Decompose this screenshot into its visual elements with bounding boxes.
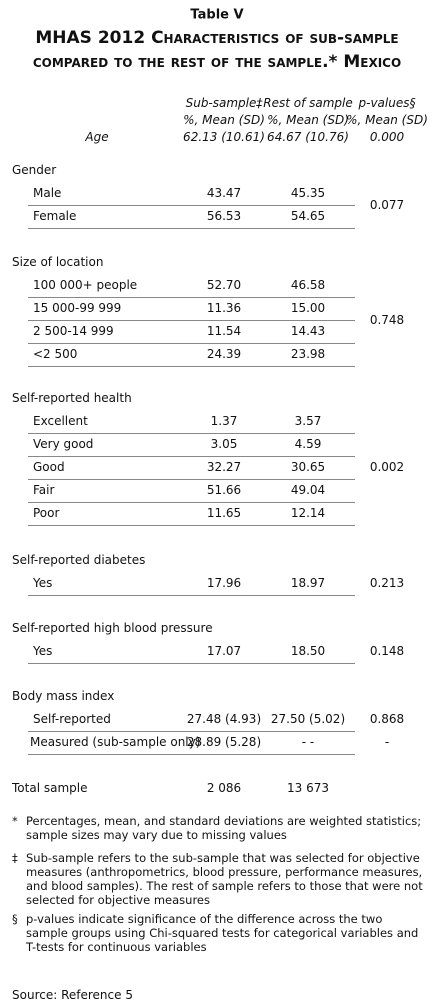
cell-value: 14.43 [290, 324, 326, 338]
cell-value: - - [301, 735, 315, 749]
cell-value: 18.50 [290, 644, 326, 658]
total-value: 13 673 [287, 781, 329, 795]
p-value: 0.002 [369, 460, 405, 474]
cell-value: 17.96 [206, 576, 242, 590]
row-label: Very good [33, 437, 94, 451]
row-label: Male [33, 186, 62, 200]
cell-value: 3.57 [294, 414, 322, 428]
p-value: 0.868 [369, 712, 405, 726]
p-value: - [384, 735, 390, 749]
row-label: Female [33, 209, 77, 223]
footnote-mark: * [12, 814, 18, 828]
row-rule [28, 753, 355, 755]
row-rule [28, 342, 355, 344]
cell-value: 23.98 [290, 347, 326, 361]
p-value: 0.213 [369, 576, 405, 590]
cell-value: 12.14 [290, 506, 326, 520]
cell-value: 30.65 [290, 460, 326, 474]
column-unit: %, Mean (SD) [267, 113, 349, 127]
section-title: Self-reported health [12, 391, 132, 405]
cell-value: 18.97 [290, 576, 326, 590]
column-header: Sub-sample‡ [185, 96, 263, 110]
cell-value: 27.50 (5.02) [270, 712, 346, 726]
row-rule [28, 594, 355, 596]
source-note: Source: Reference 5 [12, 988, 133, 1002]
total-value: 2 086 [206, 781, 242, 795]
section-title: Self-reported high blood pressure [12, 621, 213, 635]
cell-value: 4.59 [294, 437, 322, 451]
cell-value: 52.70 [206, 278, 242, 292]
p-value: 0.077 [369, 197, 405, 212]
row-label: Yes [33, 576, 53, 590]
cell-value: 11.36 [206, 301, 242, 315]
cell-value: 56.53 [206, 209, 242, 223]
row-label: Yes [33, 644, 53, 658]
table-title: compared to the rest of the sample.* Mex… [32, 52, 402, 72]
cell-value: 15.00 [290, 301, 326, 315]
row-rule [28, 204, 355, 206]
cell-value: 62.13 (10.61) [183, 130, 265, 144]
cell-value: 45.35 [290, 186, 326, 200]
cell-value: 64.67 (10.76) [267, 130, 349, 144]
cell-value: 17.07 [206, 644, 242, 658]
table-label: Table V [190, 7, 244, 23]
row-rule [28, 455, 355, 457]
row-rule [28, 524, 355, 526]
column-unit: %, Mean (SD) [346, 113, 428, 127]
cell-value: 0.000 [369, 130, 405, 144]
cell-value: 43.47 [206, 186, 242, 200]
row-rule [28, 432, 355, 434]
row-rule [28, 730, 355, 732]
row-rule [28, 662, 355, 664]
row-rule [28, 365, 355, 367]
footnote-mark: § [12, 912, 18, 926]
row-label: <2 500 [33, 347, 78, 361]
p-value: 0.748 [369, 312, 405, 327]
row-rule [28, 296, 355, 298]
row-rule [28, 227, 355, 229]
footnote-text: p-values indicate significance of the di… [26, 912, 419, 954]
column-unit: %, Mean (SD) [183, 113, 265, 127]
section-title: Body mass index [12, 689, 115, 703]
cell-value: 24.39 [206, 347, 242, 361]
p-value: 0.148 [369, 644, 405, 658]
row-label: 15 000-99 999 [33, 301, 122, 315]
row-label: Age [85, 130, 109, 144]
footnote-mark: ‡ [12, 851, 18, 865]
total-label: Total sample [12, 781, 88, 795]
row-rule [28, 319, 355, 321]
cell-value: 32.27 [206, 460, 242, 474]
cell-value: 49.04 [290, 483, 326, 497]
cell-value: 3.05 [210, 437, 238, 451]
row-rule [28, 501, 355, 503]
footnote-text: Percentages, mean, and standard deviatio… [26, 814, 422, 842]
section-title: Size of location [12, 255, 104, 269]
footnote-text: Sub-sample refers to the sub-sample that… [26, 851, 423, 907]
cell-value: 1.37 [210, 414, 238, 428]
row-label: 2 500-14 999 [33, 324, 114, 338]
table-title: MHAS 2012 Characteristics of sub-sample [35, 28, 399, 48]
cell-value: 28.89 (5.28) [186, 735, 262, 749]
cell-value: 51.66 [206, 483, 242, 497]
row-label: Poor [33, 506, 60, 520]
cell-value: 54.65 [290, 209, 326, 223]
cell-value: 27.48 (4.93) [186, 712, 262, 726]
row-label: Measured (sub-sample only) [30, 735, 201, 749]
cell-value: 11.54 [206, 324, 242, 338]
row-label: 100 000+ people [33, 278, 138, 292]
row-label: Good [33, 460, 65, 474]
column-header: Rest of sample [263, 96, 353, 110]
section-title: Self-reported diabetes [12, 553, 146, 567]
cell-value: 11.65 [206, 506, 242, 520]
cell-value: 46.58 [290, 278, 326, 292]
row-label: Self-reported [33, 712, 111, 726]
row-rule [28, 478, 355, 480]
section-title: Gender [12, 163, 57, 177]
row-label: Excellent [33, 414, 88, 428]
row-label: Fair [33, 483, 55, 497]
column-header: p-values§ [358, 96, 416, 110]
